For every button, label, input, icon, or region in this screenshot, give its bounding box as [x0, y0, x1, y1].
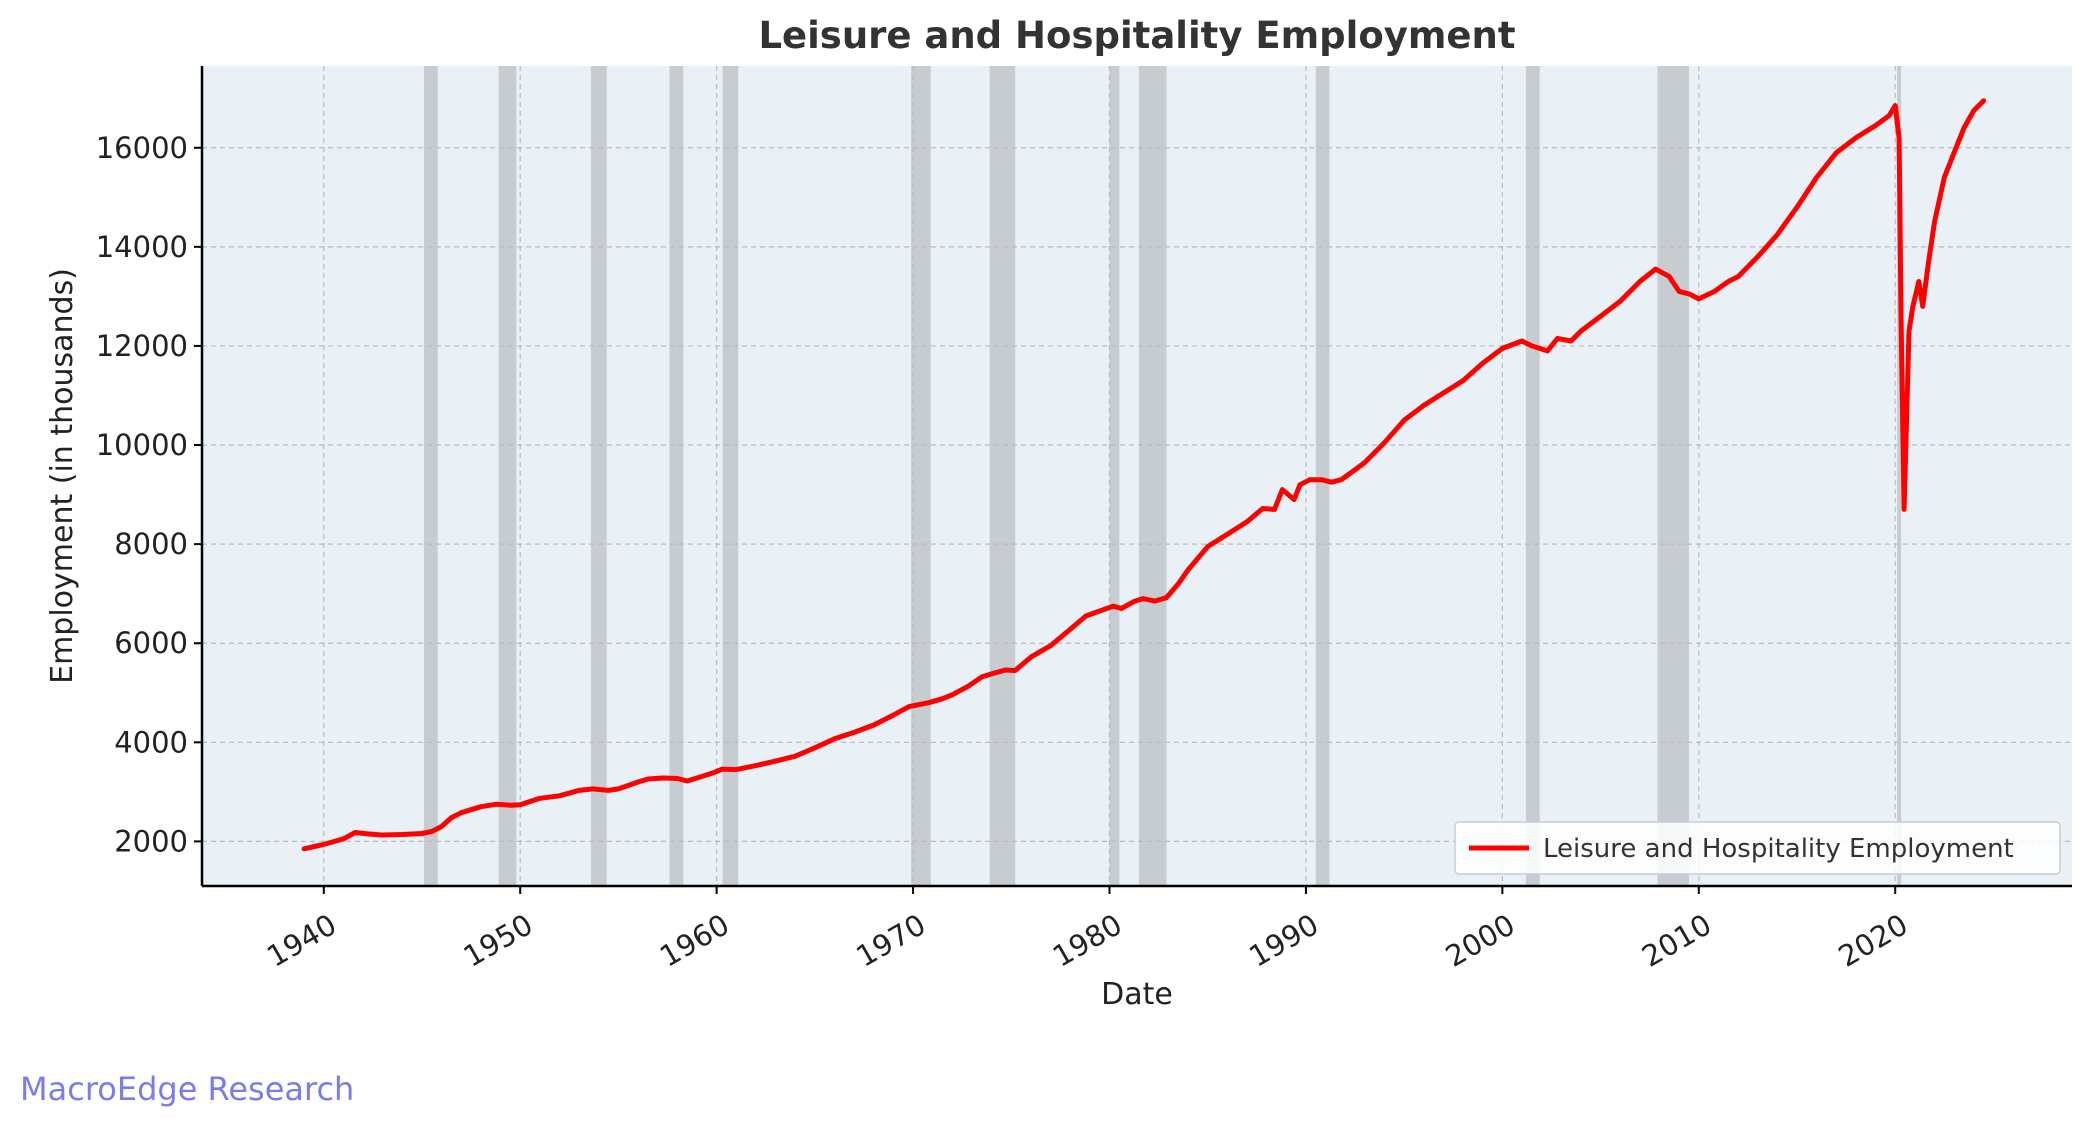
recession-bands [423, 66, 1902, 886]
recession-band [669, 66, 684, 886]
gridlines [202, 66, 2072, 886]
legend: Leisure and Hospitality Employment [1454, 821, 2061, 875]
series-line [301, 98, 1987, 852]
x-ticks: 1940 1950 1960 1970 1980 1990 2000 2010 2020 [261, 886, 1914, 974]
recession-band [1109, 66, 1120, 886]
plot-background [202, 66, 2072, 886]
recession-band [1657, 66, 1689, 886]
recession-band [911, 66, 931, 886]
recession-band [722, 66, 739, 886]
y-tick-label: 14000 [96, 230, 188, 264]
y-tick-label: 10000 [96, 428, 188, 462]
recession-band [1315, 66, 1330, 886]
y-tick-label: 6000 [114, 626, 188, 660]
x-tick-label: 2010 [1636, 907, 1717, 973]
recession-band [1525, 66, 1540, 886]
y-tick-label: 12000 [96, 329, 188, 363]
y-tick-label: 16000 [96, 131, 188, 165]
x-tick-label: 1940 [261, 907, 342, 973]
recession-band [498, 66, 517, 886]
x-tick-label: 1960 [654, 907, 735, 973]
recession-band [989, 66, 1016, 886]
recession-band [1138, 66, 1167, 886]
x-tick-label: 1990 [1243, 907, 1324, 973]
x-tick-label: 2000 [1440, 907, 1521, 973]
legend-box [1454, 821, 2061, 875]
legend-label: Leisure and Hospitality Employment [1543, 834, 2014, 864]
x-tick-label: 1970 [850, 907, 931, 973]
recession-band [1897, 66, 1902, 886]
x-axis-label: Date [1101, 977, 1173, 1012]
y-tick-label: 8000 [114, 527, 188, 561]
chart-title: Leisure and Hospitality Employment [758, 14, 1515, 57]
x-tick-label: 2020 [1833, 907, 1914, 973]
y-tick-label: 4000 [114, 725, 188, 759]
y-tick-label: 2000 [114, 824, 188, 858]
recession-band [590, 66, 607, 886]
x-tick-label: 1950 [458, 907, 539, 973]
recession-band [423, 66, 438, 886]
series-layer [301, 98, 1987, 852]
y-axis-label: Employment (in thousands) [45, 268, 80, 684]
y-ticks: 2000 4000 6000 8000 10000 12000 14000 16000 [96, 131, 202, 858]
watermark-text: MacroEdge Research [20, 1070, 355, 1108]
x-tick-label: 1980 [1047, 907, 1128, 973]
